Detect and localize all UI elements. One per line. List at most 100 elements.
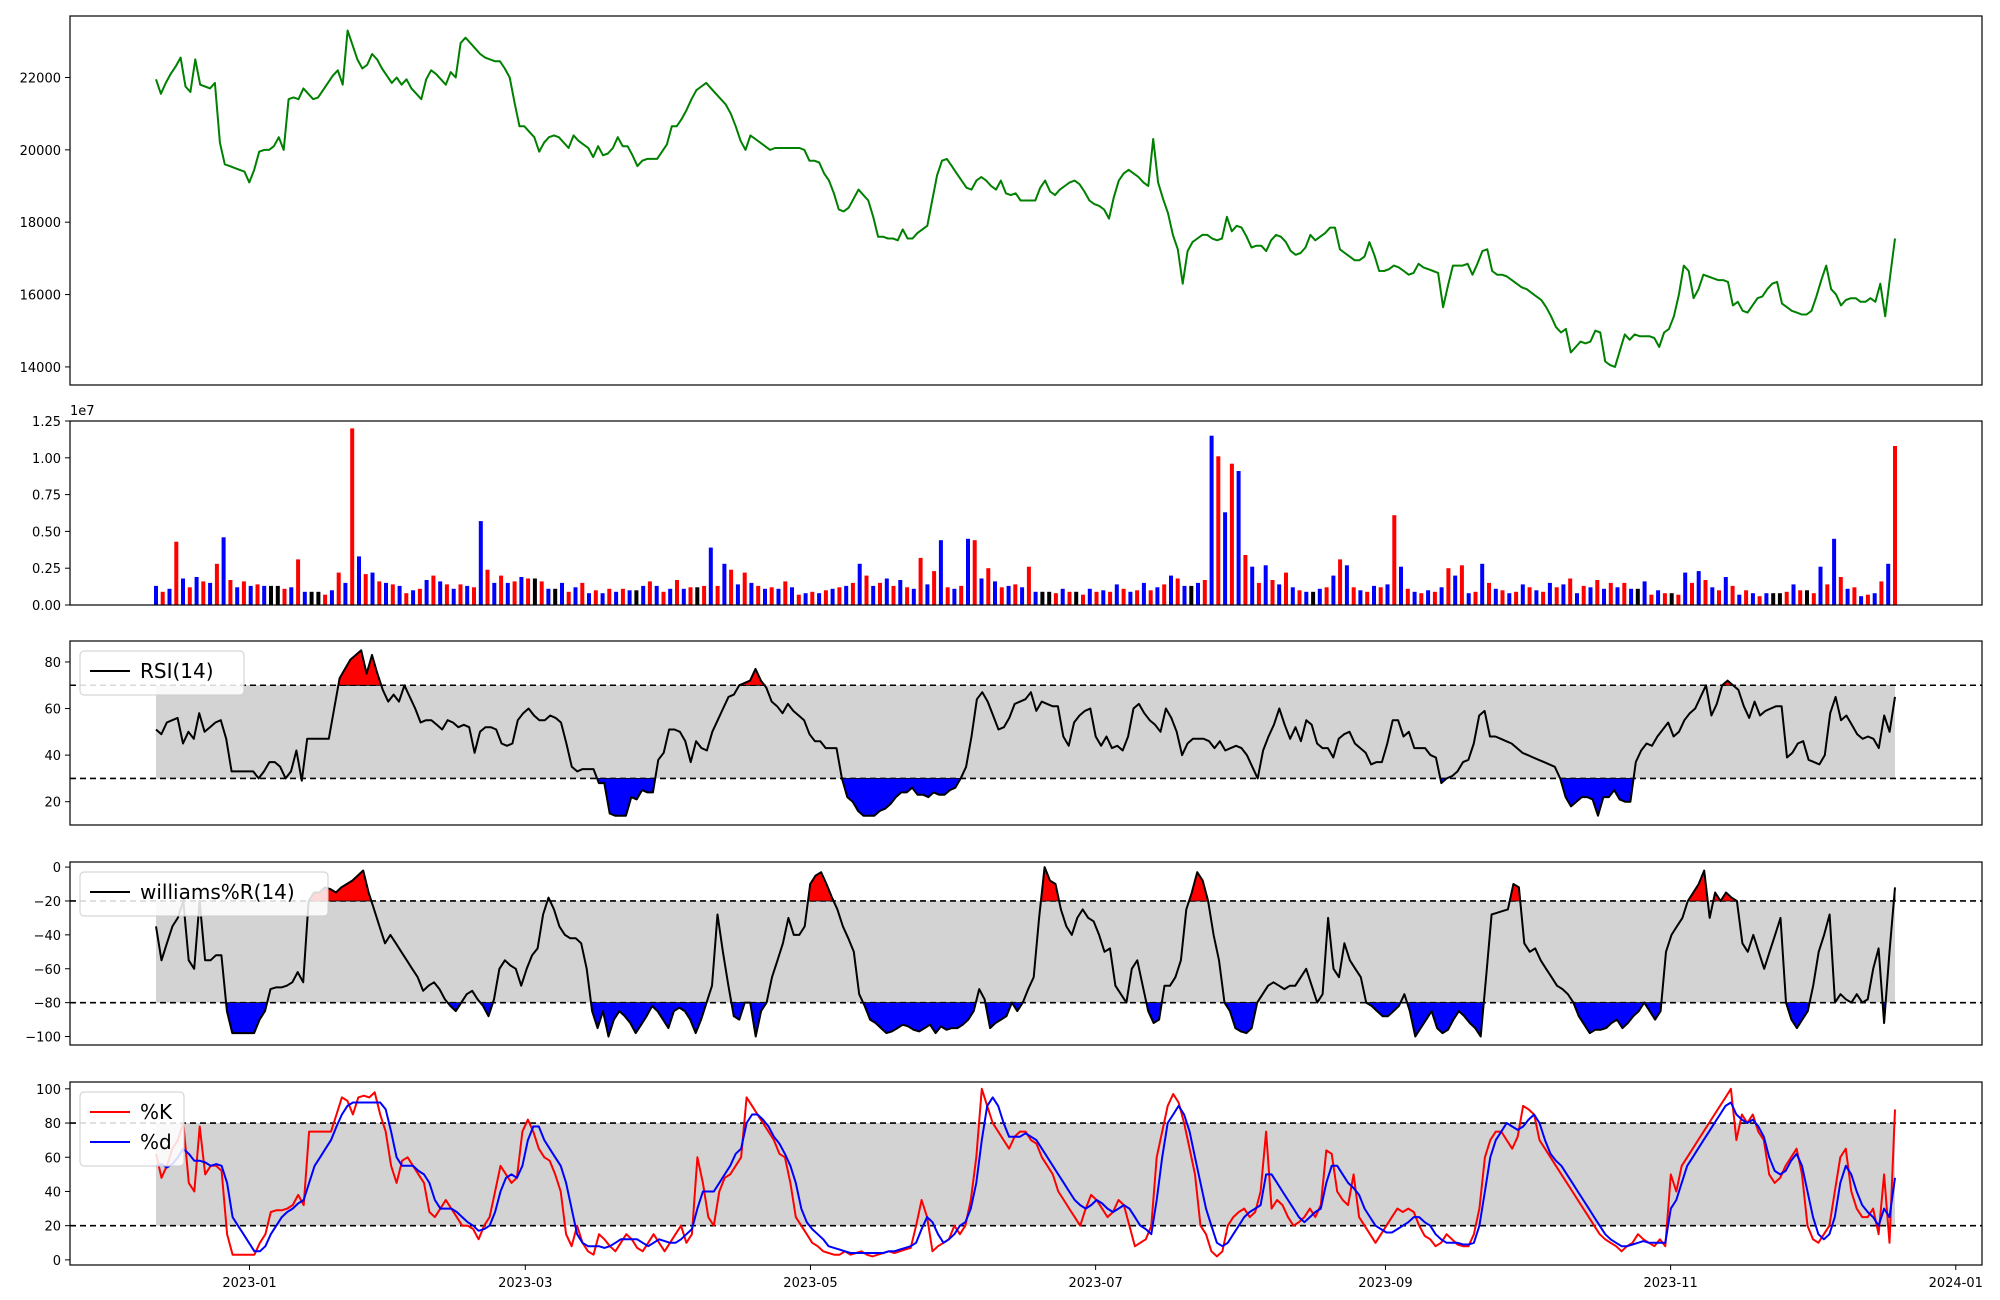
volume-bar: [844, 585, 849, 605]
volume-bar: [566, 591, 571, 605]
volume-bar: [417, 588, 422, 605]
volume-bar: [911, 588, 916, 605]
volume-bar: [458, 584, 463, 605]
volume-bar: [627, 590, 632, 605]
volume-bar: [647, 581, 652, 605]
volume-bar: [742, 572, 747, 605]
volume-bar: [688, 587, 693, 605]
volume-bar: [187, 587, 192, 605]
volume-bar: [309, 591, 314, 605]
x-tick-label: 2023-05: [783, 1276, 837, 1291]
volume-bar: [1365, 591, 1370, 605]
volume-bar: [1385, 584, 1390, 605]
volume-bar: [1304, 591, 1309, 605]
volume-bar: [945, 587, 950, 605]
volume-bar: [675, 580, 679, 605]
volume-bar: [228, 580, 233, 605]
volume-bar: [1351, 587, 1356, 605]
volume-bar: [668, 588, 673, 605]
volume-bar: [302, 591, 307, 605]
rsi-14--line: [155, 649, 1896, 817]
legend-box: [79, 1091, 185, 1167]
volume-bar: [1006, 585, 1011, 605]
volume-bar: [966, 538, 970, 605]
volume-bar: [1744, 590, 1749, 605]
volume-bar: [1818, 566, 1823, 605]
volume-bar: [796, 594, 801, 605]
volume-bar: [343, 582, 348, 605]
volume-bar: [1635, 588, 1640, 605]
legend-box: [79, 650, 245, 696]
volume-bar: [1053, 593, 1058, 605]
volume-bar: [979, 578, 984, 605]
volume-bar: [823, 590, 828, 605]
volume-bar: [1527, 587, 1532, 605]
price-line: [155, 29, 1896, 368]
volume-bar: [986, 568, 991, 605]
panel-frame: [69, 861, 1983, 1046]
volume-bar: [1040, 591, 1045, 605]
volume-bar: [553, 588, 558, 605]
x-tick-label: 2023-03: [498, 1276, 552, 1291]
volume-bar: [587, 593, 591, 605]
volume-bar: [1859, 596, 1864, 605]
volume-bar: [600, 593, 605, 605]
volume-bar: [1676, 594, 1681, 605]
volume-bar: [1087, 588, 1092, 605]
y-tick-label: 40: [44, 749, 61, 764]
y-tick-label: 1.25: [32, 415, 61, 430]
volume-bar: [1703, 580, 1708, 605]
volume-bar: [1412, 591, 1417, 605]
volume-bar: [993, 581, 997, 605]
volume-bar: [817, 593, 822, 605]
volume-bar: [208, 582, 213, 605]
volume-bar: [1466, 593, 1471, 605]
volume-bar: [1554, 587, 1559, 605]
volume-bar: [850, 582, 855, 605]
panel-frame: [69, 640, 1983, 826]
y-tick-label: 14000: [20, 361, 61, 376]
volume-bar: [1378, 587, 1383, 605]
volume-bar: [485, 569, 490, 605]
panel-frame: [69, 420, 1983, 606]
volume-bar: [1547, 582, 1552, 605]
volume-bar: [154, 585, 158, 605]
volume-bar: [1169, 575, 1173, 605]
volume-bar: [1534, 590, 1539, 605]
volume-bar: [262, 585, 267, 605]
volume-bar: [1791, 584, 1796, 605]
volume-bar: [681, 588, 686, 605]
volume-bar: [1487, 582, 1491, 605]
volume-bar: [580, 582, 585, 605]
volume-bar: [546, 588, 551, 605]
volume-bar: [1710, 587, 1715, 605]
volume-bar: [1033, 591, 1038, 605]
volume-bar: [593, 590, 598, 605]
volume-bar: [1852, 587, 1857, 605]
y-offset-label: 1e7: [70, 404, 95, 419]
y-tick-label: 1.00: [32, 452, 61, 467]
volume-bar: [1439, 587, 1444, 605]
volume-bar: [1189, 585, 1194, 605]
volume-bar: [722, 563, 727, 605]
volume-bar: [560, 582, 564, 605]
volume-bar: [1297, 590, 1302, 605]
x-tick-label: 2023-01: [222, 1276, 276, 1291]
volume-bar: [296, 559, 301, 605]
volume-bar: [472, 587, 476, 605]
volume-bar: [1595, 580, 1600, 605]
stochastic-panel: 0 20 40 60 80 100 %K %d: [36, 1081, 1983, 1269]
neutral-band: [156, 1123, 1895, 1226]
volume-bar: [959, 585, 964, 605]
volume-bar: [1872, 593, 1877, 605]
volume-bar: [1886, 563, 1891, 605]
neutral-band: [156, 900, 1895, 1003]
volume-bar: [1175, 578, 1180, 605]
volume-bar: [790, 587, 794, 605]
y-tick-label: 80: [44, 1117, 61, 1132]
volume-panel: 1e7 0.00 0.25 0.50 0.75 1.00 1.25: [32, 404, 1983, 614]
volume-bar: [884, 578, 889, 605]
volume-bar: [803, 593, 808, 605]
volume-bar: [952, 588, 957, 605]
